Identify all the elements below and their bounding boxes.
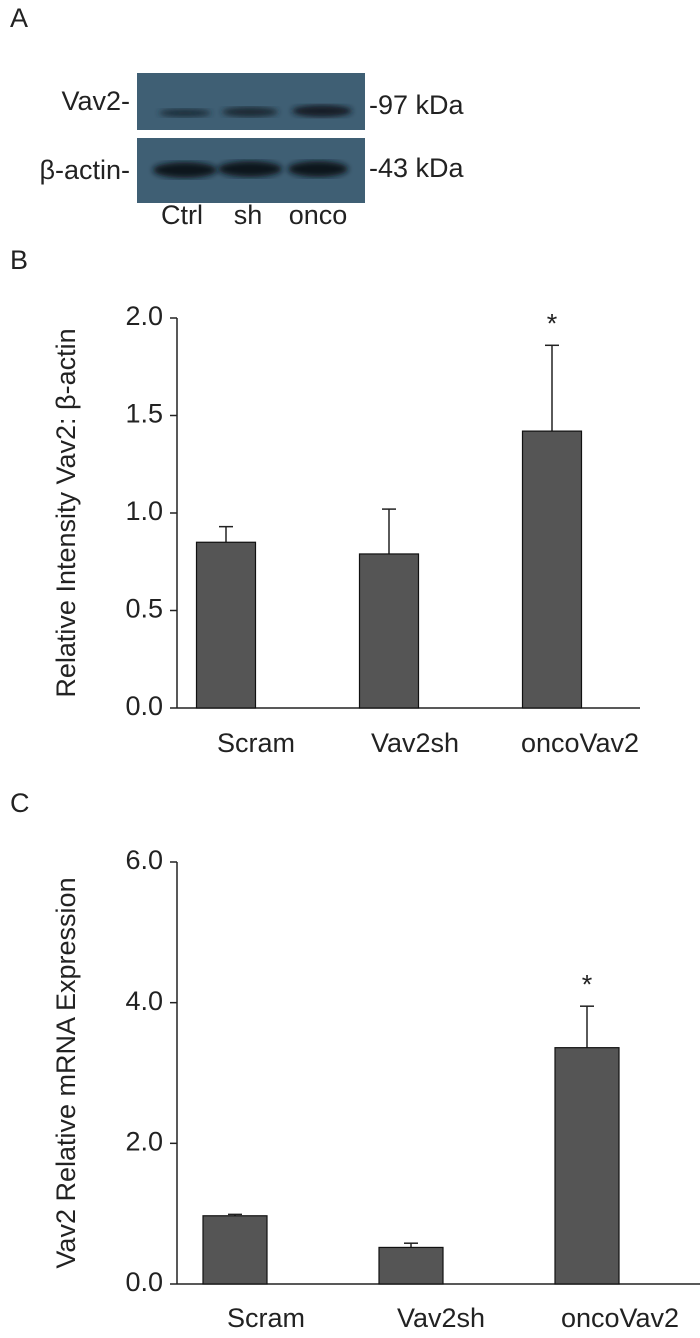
y-tick-label: 0.5 <box>125 594 163 624</box>
blot: Vav2- β-actin- -97 kDa -43 kDa Ctrl sh o… <box>39 73 464 230</box>
x-tick-label: Scram <box>227 1303 305 1333</box>
panel-label: A <box>10 3 28 33</box>
y-axis-label: Relative Intensity Vav2: β-actin <box>51 328 81 697</box>
significance-mark: * <box>547 308 558 338</box>
y-tick-label: 0.0 <box>125 1267 163 1297</box>
band <box>288 161 348 177</box>
x-tick-label: oncoVav2 <box>521 728 639 758</box>
lane-label: Ctrl <box>161 200 203 230</box>
panel-label: C <box>10 788 30 818</box>
blot-size-label: -97 kDa <box>369 90 465 120</box>
x-tick-label: oncoVav2 <box>561 1303 679 1333</box>
bar <box>197 542 256 708</box>
figure: A B C Vav2- β-actin- -97 kDa -43 kDa Ctr… <box>0 0 700 1338</box>
x-tick-label: Vav2sh <box>397 1303 485 1333</box>
blot-size-label: -43 kDa <box>369 153 465 183</box>
y-tick-label: 1.5 <box>125 399 163 429</box>
bar <box>360 554 419 708</box>
y-tick-label: 2.0 <box>125 1126 163 1156</box>
band <box>218 161 282 177</box>
x-tick-label: Vav2sh <box>371 728 459 758</box>
band <box>159 109 211 117</box>
y-tick-label: 4.0 <box>125 986 163 1016</box>
band <box>292 105 352 117</box>
y-tick-label: 0.0 <box>125 691 163 721</box>
panel-label: B <box>10 245 28 275</box>
bar <box>523 431 582 708</box>
x-tick-label: Scram <box>217 728 295 758</box>
blot-membrane <box>137 73 365 130</box>
blot-row-label: Vav2- <box>61 86 130 116</box>
y-tick-label: 2.0 <box>125 301 163 331</box>
y-tick-label: 6.0 <box>125 845 163 875</box>
band <box>222 107 278 117</box>
lane-label: onco <box>289 200 348 230</box>
bar <box>555 1048 619 1284</box>
significance-mark: * <box>582 969 593 999</box>
bar <box>203 1216 267 1284</box>
bar <box>379 1247 443 1284</box>
lane-label: sh <box>234 200 263 230</box>
blot-row-label: β-actin- <box>39 155 130 185</box>
y-tick-label: 1.0 <box>125 496 163 526</box>
band <box>153 162 217 178</box>
y-axis-label: Vav2 Relative mRNA Expression <box>51 877 81 1268</box>
